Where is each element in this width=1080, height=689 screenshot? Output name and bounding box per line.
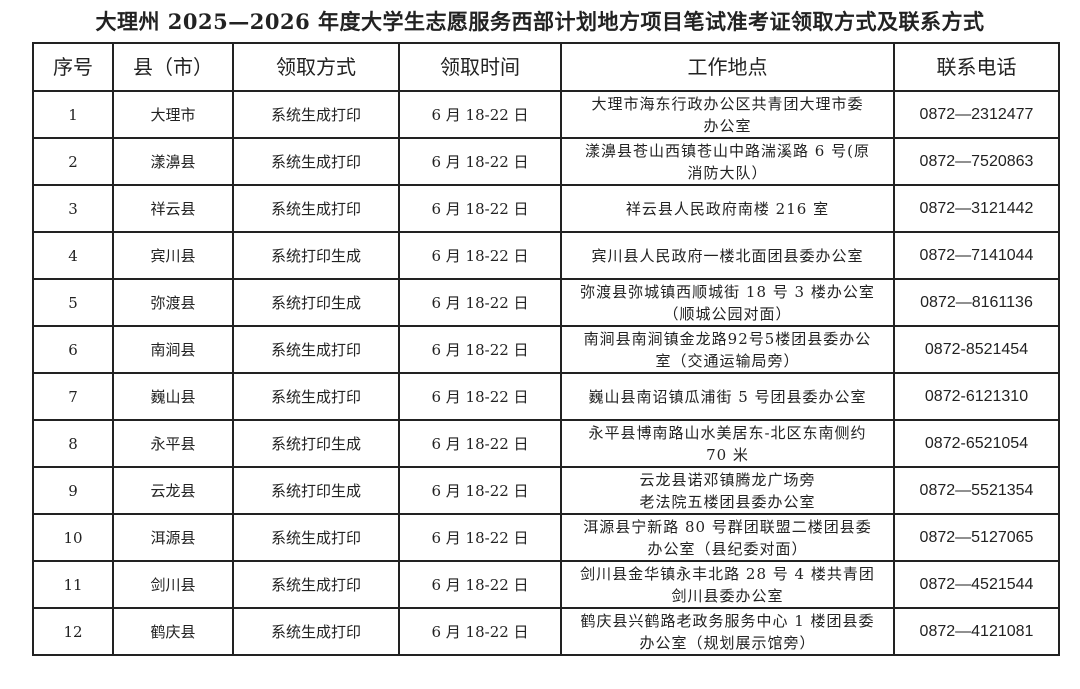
cell-county: 鹤庆县 bbox=[112, 607, 234, 656]
cell-no: 2 bbox=[32, 137, 114, 186]
cell-phone: 0872—7520863 bbox=[893, 137, 1060, 186]
cell-phone: 0872—5521354 bbox=[893, 466, 1060, 515]
cell-county: 漾濞县 bbox=[112, 137, 234, 186]
cell-no: 12 bbox=[32, 607, 114, 656]
cell-no: 10 bbox=[32, 513, 114, 562]
cell-county: 祥云县 bbox=[112, 184, 234, 233]
cell-county: 巍山县 bbox=[112, 372, 234, 421]
cell-address: 云龙县诺邓镇腾龙广场旁 老法院五楼团县委办公室 bbox=[560, 466, 895, 515]
cell-no: 4 bbox=[32, 231, 114, 280]
cell-county: 弥渡县 bbox=[112, 278, 234, 327]
cell-phone: 0872—5127065 bbox=[893, 513, 1060, 562]
table-row: 3 祥云县 系统生成打印 6 月 18-22 日祥云县人民政府南楼 216 室 0872… bbox=[32, 184, 1060, 233]
cell-no: 9 bbox=[32, 466, 114, 515]
cell-method: 系统打印生成 bbox=[232, 231, 400, 280]
cell-phone: 0872—8161136 bbox=[893, 278, 1060, 327]
cell-phone: 0872—7141044 bbox=[893, 231, 1060, 280]
cell-method: 系统打印生成 bbox=[232, 278, 400, 327]
table-row: 8 永平县 系统打印生成 6 月 18-22 日永平县博南路山水美居东-北区东南侧约 … bbox=[32, 419, 1060, 468]
cell-method: 系统生成打印 bbox=[232, 325, 400, 374]
header-time: 领取时间 bbox=[398, 42, 562, 92]
cell-no: 1 bbox=[32, 90, 114, 139]
cell-phone: 0872—4121081 bbox=[893, 607, 1060, 656]
table-row: 2 漾濞县 系统生成打印 6 月 18-22 日漾濞县苍山西镇苍山中路湍溪路 6 号(… bbox=[32, 137, 1060, 186]
cell-address: 大理市海东行政办公区共青团大理市委 办公室 bbox=[560, 90, 895, 139]
cell-method: 系统生成打印 bbox=[232, 513, 400, 562]
cell-method: 系统生成打印 bbox=[232, 607, 400, 656]
cell-county: 剑川县 bbox=[112, 560, 234, 609]
cell-time: 6 月 18-22 日 bbox=[398, 231, 562, 280]
cell-address: 洱源县宁新路 80 号群团联盟二楼团县委 办公室（县纪委对面） bbox=[560, 513, 895, 562]
cell-county: 南涧县 bbox=[112, 325, 234, 374]
table-row: 6 南涧县 系统生成打印 6 月 18-22 日南涧县南涧镇金龙路92号5楼团县委办公… bbox=[32, 325, 1060, 374]
cell-address: 剑川县金华镇永丰北路 28 号 4 楼共青团 剑川县委办公室 bbox=[560, 560, 895, 609]
cell-county: 宾川县 bbox=[112, 231, 234, 280]
cell-time: 6 月 18-22 日 bbox=[398, 325, 562, 374]
cell-method: 系统生成打印 bbox=[232, 560, 400, 609]
cell-time: 6 月 18-22 日 bbox=[398, 90, 562, 139]
cell-no: 8 bbox=[32, 419, 114, 468]
cell-phone: 0872—4521544 bbox=[893, 560, 1060, 609]
cell-county: 大理市 bbox=[112, 90, 234, 139]
cell-time: 6 月 18-22 日 bbox=[398, 419, 562, 468]
table-row: 5 弥渡县 系统打印生成 6 月 18-22 日弥渡县弥城镇西顺城街 18 号 3 楼… bbox=[32, 278, 1060, 327]
header-phone: 联系电话 bbox=[893, 42, 1060, 92]
cell-address: 祥云县人民政府南楼 216 室 bbox=[560, 184, 895, 233]
table-row: 7 巍山县 系统生成打印 6 月 18-22 日巍山县南诏镇瓜浦街 5 号团县委办公室… bbox=[32, 372, 1060, 421]
cell-phone: 0872—2312477 bbox=[893, 90, 1060, 139]
cell-address: 永平县博南路山水美居东-北区东南侧约 70 米 bbox=[560, 419, 895, 468]
header-method: 领取方式 bbox=[232, 42, 400, 92]
cell-time: 6 月 18-22 日 bbox=[398, 278, 562, 327]
cell-time: 6 月 18-22 日 bbox=[398, 466, 562, 515]
header-no: 序号 bbox=[32, 42, 114, 92]
cell-no: 5 bbox=[32, 278, 114, 327]
header-address: 工作地点 bbox=[560, 42, 895, 92]
cell-method: 系统生成打印 bbox=[232, 90, 400, 139]
cell-time: 6 月 18-22 日 bbox=[398, 560, 562, 609]
table-row: 12 鹤庆县 系统生成打印 6 月 18-22 日鹤庆县兴鹤路老政务服务中心 1 楼团… bbox=[32, 607, 1060, 656]
header-row: 序号 县（市） 领取方式 领取时间 工作地点 联系电话 bbox=[32, 42, 1060, 92]
cell-method: 系统生成打印 bbox=[232, 184, 400, 233]
table-row: 4 宾川县 系统打印生成 6 月 18-22 日宾川县人民政府一楼北面团县委办公室 08… bbox=[32, 231, 1060, 280]
table-row: 11 剑川县 系统生成打印 6 月 18-22 日剑川县金华镇永丰北路 28 号 4 … bbox=[32, 560, 1060, 609]
cell-no: 11 bbox=[32, 560, 114, 609]
cell-no: 7 bbox=[32, 372, 114, 421]
cell-phone: 0872-8521454 bbox=[893, 325, 1060, 374]
cell-address: 漾濞县苍山西镇苍山中路湍溪路 6 号(原 消防大队） bbox=[560, 137, 895, 186]
cell-method: 系统生成打印 bbox=[232, 372, 400, 421]
table-row: 10 洱源县 系统生成打印 6 月 18-22 日洱源县宁新路 80 号群团联盟二楼团… bbox=[32, 513, 1060, 562]
cell-time: 6 月 18-22 日 bbox=[398, 372, 562, 421]
cell-method: 系统生成打印 bbox=[232, 137, 400, 186]
header-county: 县（市） bbox=[112, 42, 234, 92]
cell-address: 宾川县人民政府一楼北面团县委办公室 bbox=[560, 231, 895, 280]
table-row: 9 云龙县 系统打印生成 6 月 18-22 日云龙县诺邓镇腾龙广场旁 老法院五楼团县… bbox=[32, 466, 1060, 515]
cell-phone: 0872-6521054 bbox=[893, 419, 1060, 468]
cell-address: 鹤庆县兴鹤路老政务服务中心 1 楼团县委 办公室（规划展示馆旁） bbox=[560, 607, 895, 656]
table-row: 1 大理市 系统生成打印 6 月 18-22 日大理市海东行政办公区共青团大理市委 办… bbox=[32, 90, 1060, 139]
cell-county: 云龙县 bbox=[112, 466, 234, 515]
cell-time: 6 月 18-22 日 bbox=[398, 513, 562, 562]
contact-table: 序号 县（市） 领取方式 领取时间 工作地点 联系电话 1 大理市 系统生成打印 6 … bbox=[32, 42, 1060, 656]
cell-no: 3 bbox=[32, 184, 114, 233]
cell-time: 6 月 18-22 日 bbox=[398, 137, 562, 186]
cell-method: 系统打印生成 bbox=[232, 466, 400, 515]
cell-address: 南涧县南涧镇金龙路92号5楼团县委办公 室（交通运输局旁） bbox=[560, 325, 895, 374]
cell-county: 永平县 bbox=[112, 419, 234, 468]
document-title: 大理州 2025—2026 年度大学生志愿服务西部计划地方项目笔试准考证领取方式… bbox=[95, 9, 985, 34]
cell-time: 6 月 18-22 日 bbox=[398, 607, 562, 656]
cell-county: 洱源县 bbox=[112, 513, 234, 562]
cell-phone: 0872—3121442 bbox=[893, 184, 1060, 233]
cell-address: 弥渡县弥城镇西顺城街 18 号 3 楼办公室 （顺城公园对面） bbox=[560, 278, 895, 327]
cell-phone: 0872-6121310 bbox=[893, 372, 1060, 421]
cell-time: 6 月 18-22 日 bbox=[398, 184, 562, 233]
cell-method: 系统打印生成 bbox=[232, 419, 400, 468]
cell-no: 6 bbox=[32, 325, 114, 374]
cell-address: 巍山县南诏镇瓜浦街 5 号团县委办公室 bbox=[560, 372, 895, 421]
